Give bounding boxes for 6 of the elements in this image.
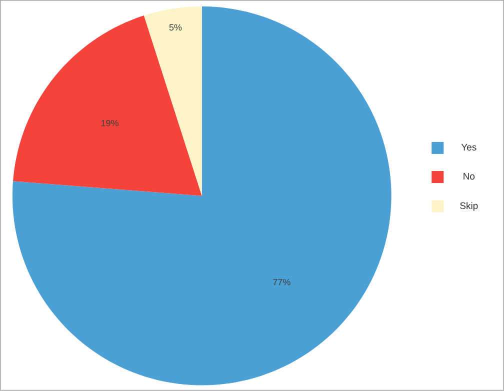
data-label: 5%	[169, 24, 182, 31]
legend-label: Yes	[461, 144, 476, 151]
legend-label: No	[464, 173, 475, 180]
legend-label: Skip	[460, 202, 478, 212]
data-label: 19%	[101, 120, 118, 126]
data-label: 77%	[273, 279, 290, 286]
